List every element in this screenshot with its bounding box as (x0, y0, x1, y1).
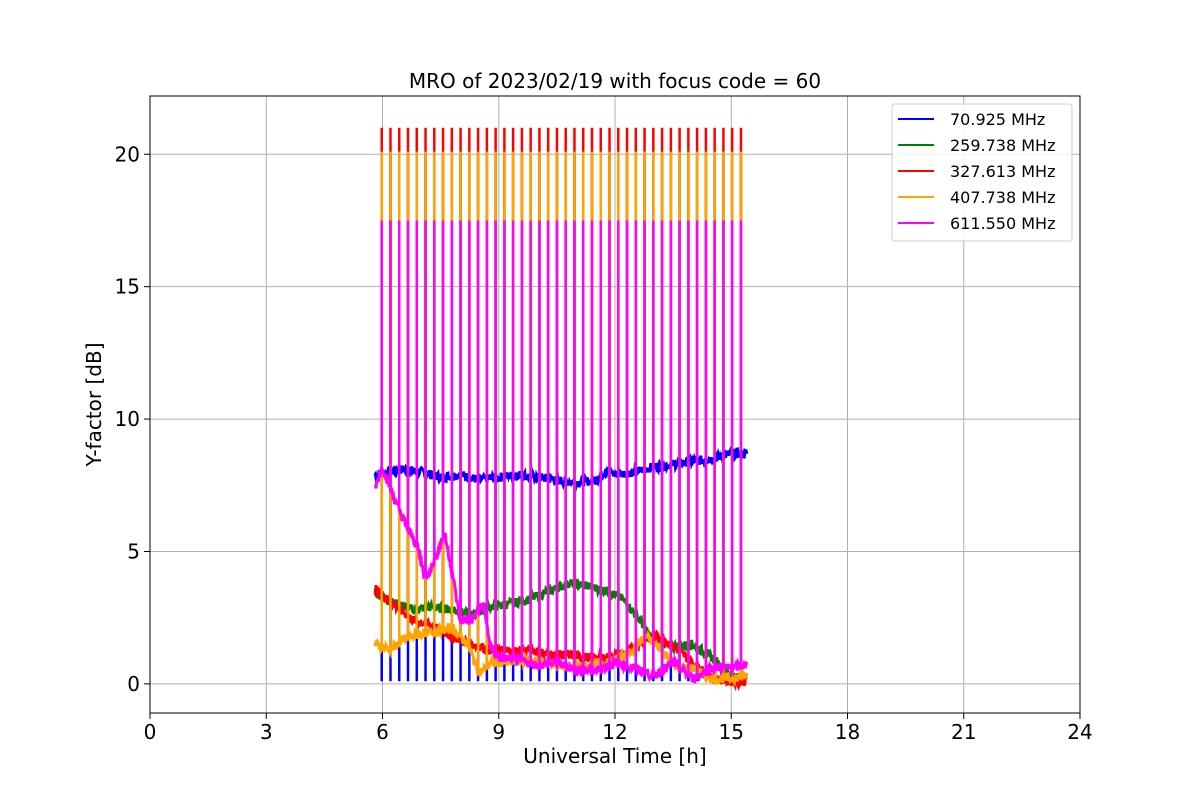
series-611-550-MHz (373, 220, 749, 684)
x-tick-label: 24 (1067, 720, 1092, 744)
legend-entry: 407.738 MHz (950, 188, 1055, 207)
chart-title: MRO of 2023/02/19 with focus code = 60 (409, 69, 821, 93)
y-axis-title: Y-factor [dB] (82, 342, 106, 467)
series-line (373, 463, 749, 684)
x-tick-label: 9 (492, 720, 505, 744)
y-tick-label: 15 (115, 275, 140, 299)
ticks: 0 3 6 9 12 15 18 21 24 0 5 10 15 20 (115, 142, 1093, 744)
x-tick-label: 15 (719, 720, 744, 744)
x-tick-label: 3 (260, 720, 273, 744)
y-tick-label: 0 (127, 672, 140, 696)
x-tick-label: 18 (835, 720, 860, 744)
x-tick-label: 12 (602, 720, 627, 744)
x-tick-label: 6 (376, 720, 389, 744)
legend-entry: 327.613 MHz (950, 162, 1055, 181)
legend-entry: 611.550 MHz (950, 214, 1055, 233)
x-tick-label: 21 (951, 720, 976, 744)
x-axis-title: Universal Time [h] (523, 744, 706, 768)
series-line (373, 576, 748, 685)
legend-entry: 259.738 MHz (950, 136, 1055, 155)
legend-entry: 70.925 MHz (950, 110, 1045, 129)
y-tick-label: 5 (127, 539, 140, 563)
series-259-738-MHz (373, 154, 748, 685)
y-tick-label: 10 (115, 407, 140, 431)
x-tick-label: 0 (144, 720, 157, 744)
y-tick-label: 20 (115, 142, 140, 166)
legend: 70.925 MHz 259.738 MHz 327.613 MHz 407.738 … (891, 103, 1073, 242)
legend-box (891, 103, 1073, 242)
series-layer (373, 127, 749, 692)
series-line (373, 444, 749, 492)
